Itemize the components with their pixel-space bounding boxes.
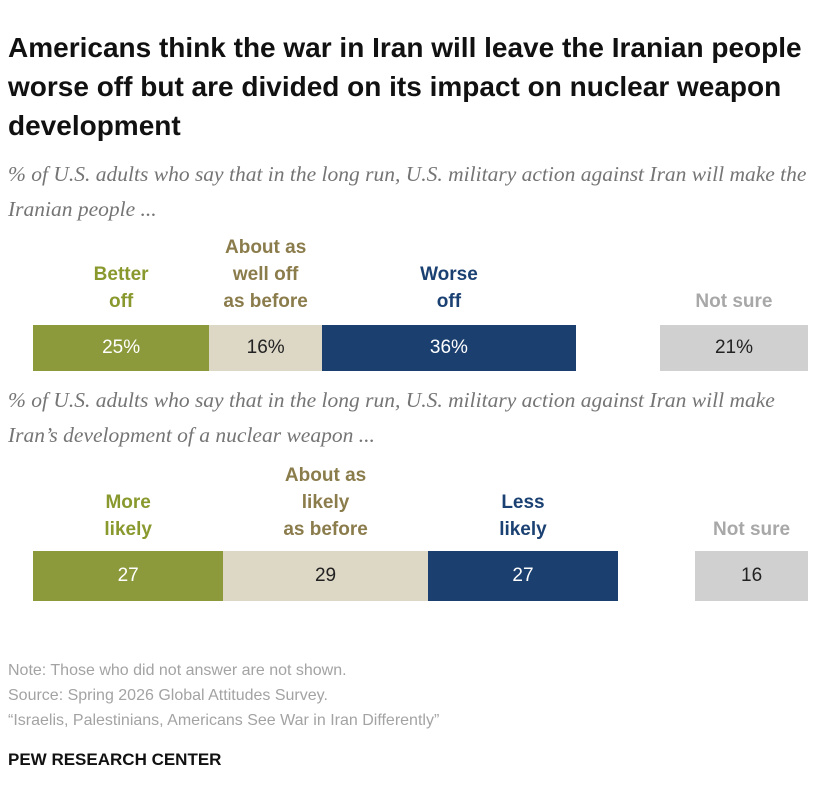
bar-segment [427,551,619,601]
value-label: 25% [102,337,141,358]
legend-label: Better off [93,264,149,312]
value-label: 36% [429,337,468,358]
value-label: 27 [117,565,139,586]
value-label: 27 [512,565,534,586]
subtitle: % of U.S. adults who say that in the lon… [8,162,807,221]
subtitle: % of U.S. adults who say that in the lon… [8,388,775,447]
bar-segment [695,551,808,601]
note-line: Note: Those who did not answer are not s… [8,662,347,679]
legend-label: Not sure [695,291,773,312]
legend-label: Worse off [420,264,478,312]
note-line: “Israelis, Palestinians, Americans See W… [8,712,440,729]
value-label: 21% [714,337,753,358]
note-line: Source: Spring 2026 Global Attitudes Sur… [8,687,328,704]
bar-segment [33,551,224,601]
brand: PEW RESEARCH CENTER [8,750,222,769]
value-label: 16 [741,565,763,586]
legend-label: More likely [104,492,152,540]
notes: Note: Those who did not answer are not s… [8,658,439,733]
legend-label: Less likely [499,492,547,540]
title: Americans think the war in Iran will lea… [8,32,802,141]
bar-segment [33,325,210,371]
value-label: 29 [314,565,337,586]
legend-label: About as well off as before [223,237,308,312]
value-label: 16% [246,337,285,358]
bar-segment [223,551,428,601]
bar-segment [659,325,808,371]
legend-label: Not sure [713,519,791,540]
bar-segment [322,325,576,371]
legend-label: About as likely as before [283,465,368,540]
bar-segment [209,325,323,371]
